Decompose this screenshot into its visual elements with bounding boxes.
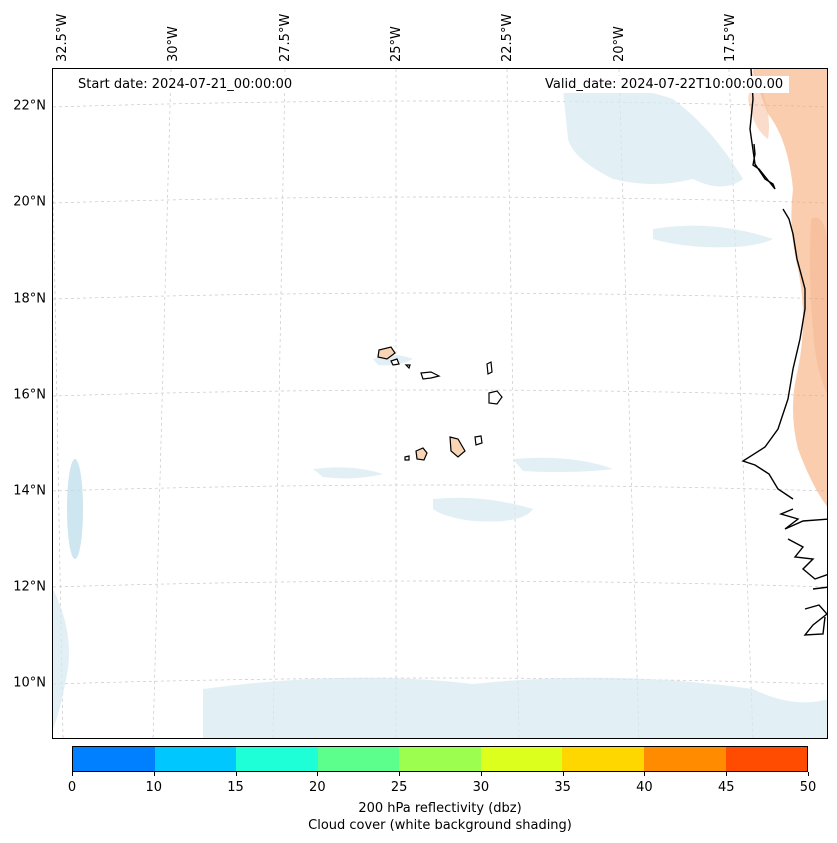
longitude-label: 32.5°W [55,13,70,62]
longitude-label: 20°W [612,26,627,62]
colorbar-segment [562,747,644,771]
colorbar-tick-mark [726,772,728,776]
colorbar-segment [154,747,237,771]
map-panel [52,68,828,739]
colorbar [72,746,808,772]
colorbar-tick-label: 30 [472,780,490,795]
latitude-label: 18°N [13,291,46,307]
longitude-label: 22.5°W [500,13,515,62]
colorbar-tick-label: 50 [799,780,817,795]
cloud-cover-shading [53,85,827,738]
valid-date-label: Valid_date: 2024-07-22T10:00:00.00 [539,76,790,93]
colorbar-tick-mark [562,772,564,776]
cape-verde-islands [377,346,503,461]
colorbar-tick-mark [72,772,73,776]
longitude-label: 25°W [389,26,404,62]
latitude-label: 12°N [13,579,46,595]
colorbar-tick-mark [317,772,319,776]
colorbar-tick-label: 0 [67,780,77,795]
colorbar-tick-label: 45 [717,780,735,795]
colorbar-tick-mark [808,772,809,776]
longitude-label: 30°W [166,26,181,62]
latitude-label: 10°N [13,675,46,691]
colorbar-tick-mark [399,772,401,776]
colorbar-tick-mark [235,772,237,776]
map-canvas [53,69,827,738]
colorbar-segment [73,747,155,771]
colorbar-tick-label: 35 [554,780,571,795]
colorbar-segment [643,747,726,771]
colorbar-tick-label: 20 [309,780,326,795]
latitude-label: 16°N [13,387,46,403]
start-date-label: Start date: 2024-07-21_00:00:00 [72,76,299,93]
reflectivity-shading [748,69,827,507]
latitude-label: 14°N [13,483,46,499]
latitude-label: 22°N [13,98,46,114]
colorbar-segment [236,747,318,771]
colorbar-tick-label: 25 [390,780,408,795]
colorbar-segment [480,747,563,771]
latitude-label: 20°N [13,194,46,210]
colorbar-tick-mark [644,772,646,776]
colorbar-tick-mark [153,772,155,776]
colorbar-tick-label: 15 [227,780,244,795]
colorbar-tick-mark [480,772,482,776]
colorbar-tick-label: 10 [145,780,163,795]
colorbar-segment [725,747,808,771]
colorbar-tick-label: 40 [636,780,653,795]
longitude-label: 27.5°W [278,13,293,62]
african-coastline [741,69,827,636]
longitude-label: 17.5°W [723,13,738,62]
colorbar-subtitle: Cloud cover (white background shading) [308,818,572,833]
colorbar-title: 200 hPa reflectivity (dbz) [358,801,522,816]
colorbar-segment [317,747,400,771]
colorbar-segment [399,747,481,771]
